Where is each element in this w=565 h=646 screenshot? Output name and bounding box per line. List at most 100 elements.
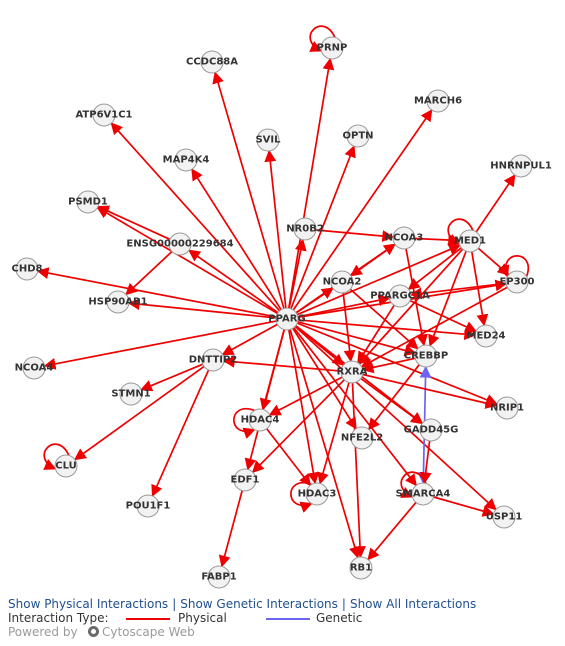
- node-svil[interactable]: SVIL: [255, 129, 281, 151]
- node-ncoa3[interactable]: NCOA3: [385, 227, 424, 249]
- node-label: MED24: [467, 331, 506, 342]
- node-label: PRNP: [317, 43, 348, 54]
- edge-pparg-hsp90ab1[interactable]: [129, 303, 276, 318]
- link-separator: |: [172, 597, 176, 611]
- node-map4k4[interactable]: MAP4K4: [163, 149, 210, 171]
- edge-rxra-gadd45g[interactable]: [361, 379, 422, 424]
- legend-label: Interaction Type:: [8, 611, 109, 625]
- node-stmn1[interactable]: STMN1: [111, 383, 150, 405]
- edge-dnttip2-pou1f1[interactable]: [152, 370, 208, 496]
- node-optn[interactable]: OPTN: [342, 125, 373, 147]
- node-ncoa4[interactable]: NCOA4: [15, 357, 54, 379]
- node-label: POU1F1: [126, 501, 171, 512]
- edge-ensg00000229684-psmd1[interactable]: [98, 207, 170, 240]
- network-graph[interactable]: PRNP CCDC88A ATP6V1C1 MARCH6 MAP4K4 SVIL OPTN H…: [0, 0, 565, 595]
- node-med1[interactable]: MED1: [454, 230, 486, 252]
- node-label: OPTN: [342, 131, 373, 142]
- edge-smarca4-rb1[interactable]: [368, 502, 416, 559]
- node-gadd45g[interactable]: GADD45G: [404, 419, 459, 441]
- node-edf1[interactable]: EDF1: [231, 469, 260, 491]
- node-label: SVIL: [255, 135, 281, 146]
- node-ccdc88a[interactable]: CCDC88A: [186, 51, 238, 73]
- node-label: MARCH6: [414, 96, 462, 107]
- node-usp11[interactable]: USP11: [486, 506, 523, 528]
- edge-rxra-nrip1[interactable]: [363, 374, 497, 405]
- node-ensg00000229684[interactable]: ENSG00000229684: [126, 233, 233, 255]
- node-label: HNRNPUL1: [490, 161, 552, 172]
- node-pou1f1[interactable]: POU1F1: [126, 495, 171, 517]
- node-hnrnpul1[interactable]: HNRNPUL1: [490, 155, 552, 177]
- node-atp6v1c1[interactable]: ATP6V1C1: [75, 104, 132, 126]
- edge-pparg-dnttip2[interactable]: [223, 324, 278, 354]
- legend-physical-label: Physical: [178, 611, 227, 625]
- edge-pparg-chd8[interactable]: [38, 271, 276, 317]
- edge-ensg00000229684-hsp90ab1[interactable]: [126, 252, 172, 295]
- edge-pparg-atp6v1c1[interactable]: [111, 123, 279, 311]
- node-nfe2l2[interactable]: NFE2L2: [341, 427, 383, 449]
- node-fabp1[interactable]: FABP1: [201, 566, 236, 588]
- show-physical-link[interactable]: Show Physical Interactions: [8, 597, 168, 611]
- node-label: STMN1: [111, 389, 150, 400]
- node-prnp[interactable]: PRNP: [317, 37, 348, 59]
- show-all-link[interactable]: Show All Interactions: [350, 597, 476, 611]
- edge-dnttip2-stmn1[interactable]: [141, 364, 203, 390]
- node-hsp90ab1[interactable]: HSP90AB1: [88, 291, 147, 313]
- edge-dnttip2-clu[interactable]: [75, 366, 204, 459]
- node-label: ENSG00000229684: [126, 239, 233, 250]
- node-label: PPARG: [268, 314, 305, 325]
- node-chd8[interactable]: CHD8: [12, 258, 43, 280]
- node-label: GADD45G: [404, 425, 459, 436]
- edge-pparg-hdac3[interactable]: [289, 330, 315, 483]
- edge-pparg-edf1[interactable]: [248, 330, 284, 470]
- powered-by: Powered by Cytoscape Web: [8, 625, 558, 639]
- node-label: HSP90AB1: [88, 297, 147, 308]
- node-march6[interactable]: MARCH6: [414, 90, 462, 112]
- node-label: HDAC4: [241, 415, 280, 426]
- node-label: PPARGC1A: [370, 291, 430, 302]
- legend-genetic-label: Genetic: [316, 611, 362, 625]
- edge-pparg-usp11[interactable]: [295, 326, 496, 509]
- edge-pparg-prnp[interactable]: [289, 59, 330, 308]
- edge-edf1-fabp1[interactable]: [222, 491, 242, 567]
- node-rb1[interactable]: RB1: [350, 557, 372, 579]
- genetic-line-swatch: [266, 618, 310, 620]
- node-hdac3[interactable]: HDAC3: [298, 483, 337, 505]
- edge-crebbp-nfe2l2[interactable]: [369, 365, 419, 430]
- node-clu[interactable]: CLU: [55, 455, 77, 477]
- node-label: RXRA: [337, 367, 368, 378]
- physical-line-swatch: [126, 618, 170, 620]
- edge-med1-hnrnpul1[interactable]: [476, 175, 515, 232]
- cytoscape-logo-icon: [88, 626, 99, 637]
- node-label: NR0B2: [286, 224, 324, 235]
- edge-med1-ep300[interactable]: [478, 248, 508, 275]
- edge-pparg-crebbp[interactable]: [298, 322, 416, 353]
- node-label: MAP4K4: [163, 155, 210, 166]
- edge-pparg-ncoa2[interactable]: [296, 288, 333, 313]
- node-label: PSMD1: [68, 197, 108, 208]
- node-label: CHD8: [12, 264, 43, 275]
- link-separator: |: [342, 597, 346, 611]
- node-med24[interactable]: MED24: [467, 325, 506, 347]
- node-label: MED1: [454, 236, 486, 247]
- interaction-filter-links: Show Physical Interactions | Show Genetic …: [8, 597, 558, 611]
- edge-ncoa2-rxra[interactable]: [343, 293, 351, 361]
- node-label: NRIP1: [490, 403, 524, 414]
- node-label: ATP6V1C1: [75, 110, 132, 121]
- node-label: USP11: [486, 512, 523, 523]
- node-label: FABP1: [201, 572, 236, 583]
- node-smarca4[interactable]: SMARCA4: [396, 483, 451, 505]
- edge-ncoa3-ncoa2[interactable]: [351, 244, 395, 275]
- node-crebbp[interactable]: CREBBP: [404, 345, 448, 367]
- cytoscape-web-link[interactable]: Cytoscape Web: [102, 625, 195, 639]
- node-ep300[interactable]: EP300: [499, 271, 534, 293]
- node-label: EDF1: [231, 475, 260, 486]
- node-label: EP300: [499, 277, 534, 288]
- node-label: RB1: [350, 563, 372, 574]
- node-label: CLU: [55, 461, 76, 472]
- powered-by-text: Powered by: [8, 625, 78, 639]
- node-label: DNTTIP2: [189, 355, 238, 366]
- node-label: NFE2L2: [341, 433, 383, 444]
- node-nrip1[interactable]: NRIP1: [490, 397, 524, 419]
- show-genetic-link[interactable]: Show Genetic Interactions: [180, 597, 338, 611]
- edge-nr0b2-ncoa3[interactable]: [316, 230, 393, 237]
